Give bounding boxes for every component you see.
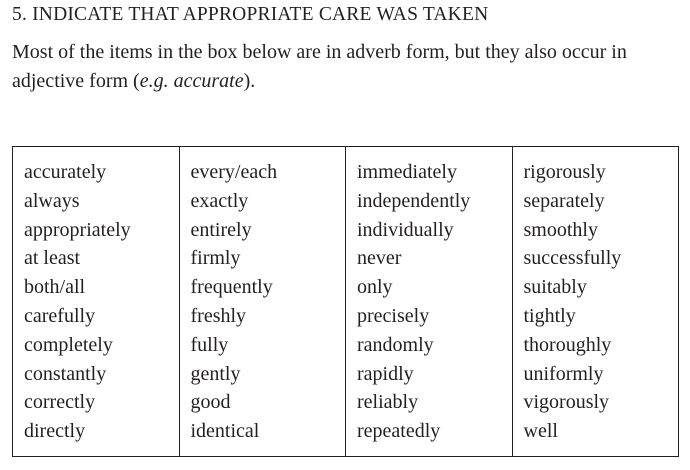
word-item: tightly (523, 304, 576, 327)
word-item: precisely (357, 304, 430, 327)
intro-example: e.g. accurate (139, 70, 244, 92)
section-heading: 5. INDICATE THAT APPROPRIATE CARE WAS TA… (12, 4, 489, 25)
word-item: fully (190, 333, 229, 356)
word-item: exactly (190, 189, 249, 212)
word-item: uniformly (523, 362, 604, 385)
word-item: rigorously (523, 161, 606, 183)
word-item: freshly (190, 304, 247, 327)
word-column-3: immediately independently individually neve… (346, 147, 513, 456)
word-item: carefully (24, 304, 96, 327)
word-item: rapidly (357, 362, 414, 385)
word-item: gently (190, 362, 241, 385)
word-item: every/each (190, 161, 278, 183)
word-item: successfully (523, 247, 622, 270)
intro-paragraph: Most of the items in the box below are i… (12, 38, 684, 96)
word-item: good (190, 391, 231, 414)
word-item: randomly (357, 333, 434, 356)
word-item: always (24, 189, 80, 212)
word-item: reliably (357, 391, 419, 414)
word-item: independently (357, 189, 471, 212)
word-item: vigorously (523, 391, 610, 414)
word-item: only (357, 276, 393, 299)
word-box: accurately always appropriately at least bot… (12, 146, 679, 457)
word-item: accurately (24, 161, 107, 183)
intro-close: ). (243, 70, 256, 92)
word-item: both/all (24, 276, 86, 299)
word-item: identical (190, 420, 260, 443)
word-item: completely (24, 333, 113, 356)
word-item: well (523, 420, 558, 443)
word-item: at least (24, 247, 81, 270)
word-item: thoroughly (523, 333, 612, 356)
word-item: immediately (357, 161, 457, 183)
word-item: individually (357, 218, 454, 241)
word-item: entirely (190, 218, 252, 241)
word-item: suitably (523, 276, 587, 299)
word-column-4: rigorously separately smoothly successfully… (513, 147, 679, 456)
word-item: frequently (190, 276, 273, 299)
word-item: directly (24, 420, 86, 443)
word-item: constantly (24, 362, 107, 385)
word-column-1: accurately always appropriately at least bot… (13, 147, 180, 456)
word-item: correctly (24, 391, 96, 414)
word-item: smoothly (523, 218, 598, 241)
intro-text: Most of the items in the box below are i… (12, 41, 627, 92)
word-item: firmly (190, 247, 241, 270)
word-column-2: every/each exactly entirely firmly frequentl… (180, 147, 346, 456)
word-item: appropriately (24, 218, 131, 241)
word-item: separately (523, 189, 605, 212)
word-item: never (357, 247, 402, 270)
word-item: repeatedly (357, 420, 441, 443)
